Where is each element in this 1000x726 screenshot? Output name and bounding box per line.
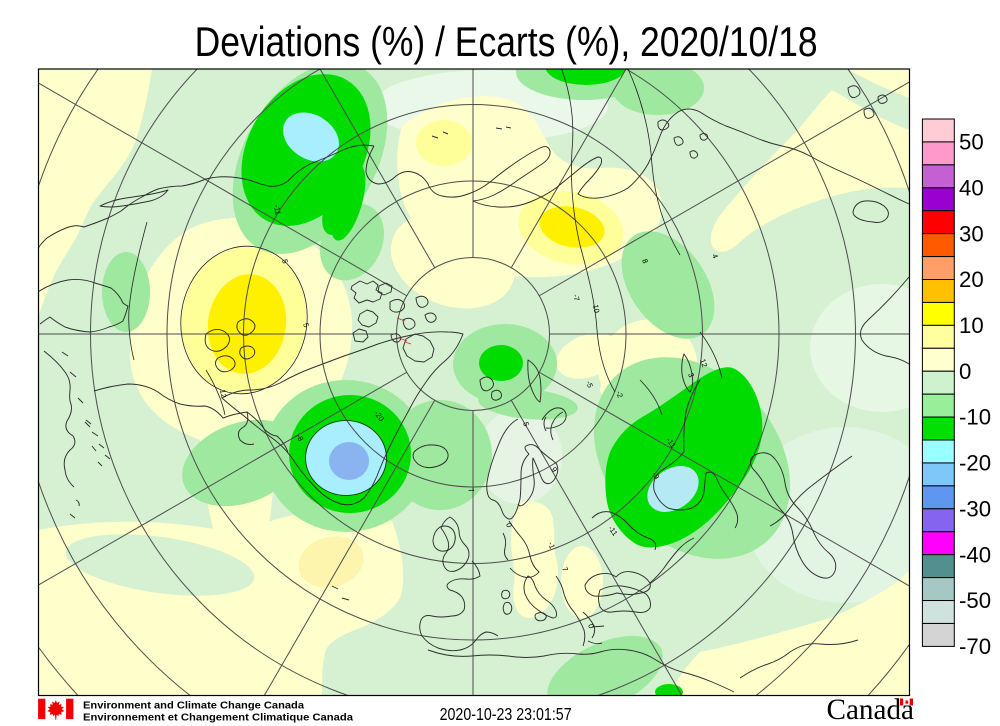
- svg-text:Deviations (%) / Ecarts (%), 2: Deviations (%) / Ecarts (%), 2020/10/18: [195, 18, 818, 65]
- svg-text:7: 7: [560, 566, 570, 573]
- svg-text:-11: -11: [272, 204, 283, 216]
- svg-text:5: 5: [521, 421, 531, 428]
- svg-text:40: 40: [959, 176, 984, 201]
- svg-text:Environment and Climate Change: Environment and Climate Change Canada: [83, 701, 305, 712]
- svg-text:-9: -9: [650, 471, 661, 481]
- svg-text:Canada: Canada: [827, 694, 915, 726]
- svg-text:-20: -20: [959, 451, 991, 476]
- svg-text:-30: -30: [959, 496, 991, 521]
- svg-text:-1: -1: [546, 541, 557, 550]
- svg-text:3: 3: [686, 372, 696, 379]
- svg-text:-40: -40: [959, 542, 991, 567]
- svg-text:0: 0: [959, 359, 971, 384]
- svg-text:Environnement et Changement Cl: Environnement et Changement Climatique C…: [83, 713, 354, 724]
- svg-text:4: 4: [710, 253, 720, 260]
- svg-text:8: 8: [640, 258, 650, 265]
- svg-text:-10: -10: [959, 405, 991, 430]
- svg-text:10: 10: [959, 313, 984, 338]
- svg-text:10: 10: [591, 304, 601, 314]
- svg-text:5: 5: [301, 322, 311, 329]
- svg-text:9: 9: [549, 466, 559, 474]
- svg-text:12: 12: [698, 358, 709, 369]
- svg-text:30: 30: [959, 221, 984, 246]
- svg-text:-50: -50: [959, 588, 991, 613]
- svg-text:20: 20: [959, 267, 984, 292]
- svg-text:-70: -70: [959, 634, 991, 659]
- svg-text:0: 0: [586, 623, 596, 630]
- svg-text:-2: -2: [614, 390, 625, 399]
- svg-text:5: 5: [280, 258, 290, 264]
- svg-text:-5: -5: [584, 380, 595, 389]
- svg-text:7: 7: [466, 487, 476, 494]
- svg-text:0: 0: [504, 522, 514, 529]
- svg-text:-7: -7: [571, 293, 581, 302]
- svg-text:12: 12: [218, 389, 228, 399]
- svg-text:50: 50: [959, 130, 984, 155]
- svg-text:2020-10-23 23:01:57: 2020-10-23 23:01:57: [440, 704, 572, 724]
- svg-text:-8: -8: [294, 433, 305, 443]
